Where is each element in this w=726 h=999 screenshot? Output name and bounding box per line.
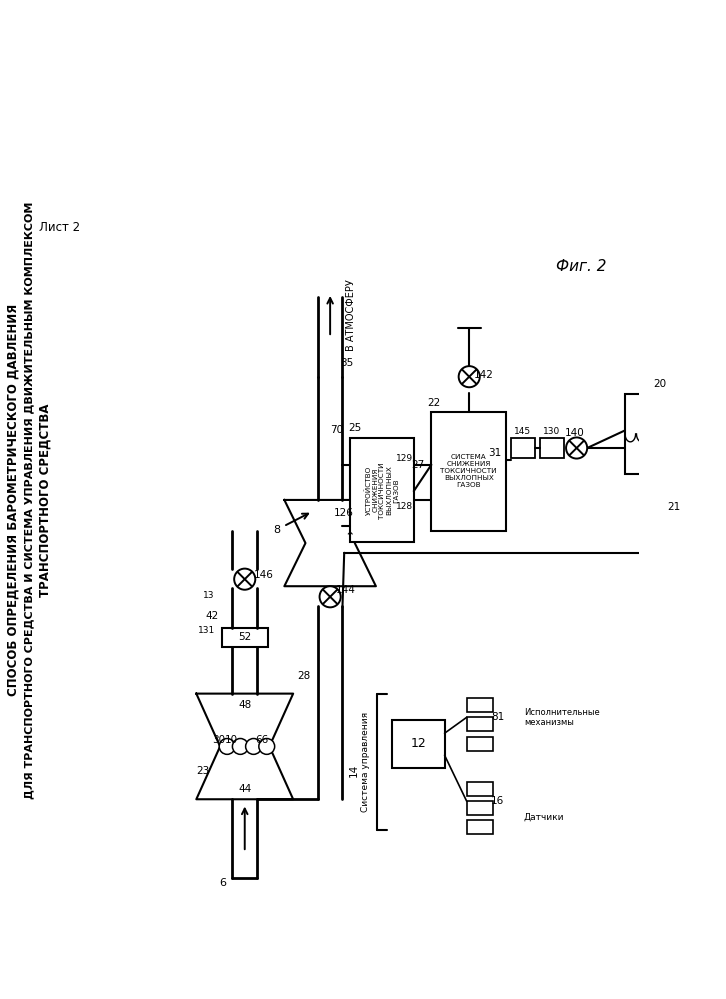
Text: 8: 8 — [273, 524, 280, 534]
Text: 25: 25 — [348, 423, 362, 433]
Text: 145: 145 — [514, 427, 531, 436]
Text: Датчики: Датчики — [523, 812, 564, 821]
Text: ДЛЯ ТРАНСПОРТНОГО СРЕДСТВА И СИСТЕМА УПРАВЛЕНИЯ ДВИЖИТЕЛЬНЫМ КОМПЛЕКСОМ: ДЛЯ ТРАНСПОРТНОГО СРЕДСТВА И СИСТЕМА УПР… — [24, 201, 34, 798]
Bar — [467, 781, 493, 796]
Polygon shape — [653, 500, 667, 512]
Text: 128: 128 — [396, 502, 414, 511]
Text: 28: 28 — [298, 671, 311, 681]
Circle shape — [459, 366, 480, 388]
Text: Фиг. 2: Фиг. 2 — [556, 259, 606, 274]
Text: 30: 30 — [212, 735, 225, 745]
Text: УСТРОЙСТВО
СНИЖЕНИЯ
ТОКСИЧНОСТИ
ВЫХЛОПНЫХ
ГАЗОВ: УСТРОЙСТВО СНИЖЕНИЯ ТОКСИЧНОСТИ ВЫХЛОПНЫ… — [364, 462, 399, 518]
Text: 22: 22 — [428, 399, 441, 409]
Text: ТРАНСПОРТНОГО СРЕДСТВА: ТРАНСПОРТНОГО СРЕДСТВА — [38, 404, 52, 596]
Circle shape — [319, 586, 340, 607]
Bar — [467, 698, 493, 712]
Bar — [467, 717, 493, 731]
Text: 81: 81 — [491, 712, 504, 722]
Text: 44: 44 — [238, 783, 251, 793]
Circle shape — [259, 738, 274, 754]
Circle shape — [651, 499, 669, 515]
Text: 131: 131 — [197, 625, 215, 634]
Text: 27: 27 — [411, 460, 424, 470]
Bar — [510, 439, 535, 458]
Bar — [467, 801, 493, 815]
Circle shape — [232, 738, 248, 754]
Bar — [431, 412, 506, 530]
Bar — [467, 736, 493, 751]
Text: 146: 146 — [254, 569, 274, 579]
Text: 13: 13 — [203, 590, 215, 599]
Text: Система управления: Система управления — [361, 711, 370, 812]
Text: 16: 16 — [491, 796, 504, 806]
Text: В АТМОСФЕРУ: В АТМОСФЕРУ — [346, 279, 356, 351]
Text: 130: 130 — [543, 427, 560, 436]
Bar — [222, 627, 268, 647]
Text: 66: 66 — [256, 735, 269, 745]
Text: 70: 70 — [330, 425, 343, 435]
Bar — [392, 720, 444, 768]
Circle shape — [566, 438, 587, 459]
Text: СИСТЕМА
СНИЖЕНИЯ
ТОКСИЧНОСТИ
ВЫХЛОПНЫХ
ГАЗОВ: СИСТЕМА СНИЖЕНИЯ ТОКСИЧНОСТИ ВЫХЛОПНЫХ Г… — [441, 455, 497, 489]
Text: 48: 48 — [238, 700, 251, 710]
Circle shape — [234, 568, 256, 589]
Bar — [467, 820, 493, 834]
Circle shape — [219, 738, 235, 754]
Bar — [351, 439, 414, 542]
Text: 6: 6 — [219, 878, 227, 888]
Bar — [539, 439, 564, 458]
Text: 42: 42 — [205, 611, 219, 621]
Text: 10: 10 — [225, 735, 238, 745]
Text: 129: 129 — [396, 455, 414, 464]
Text: Лист 2: Лист 2 — [39, 221, 81, 234]
Text: 144: 144 — [336, 584, 356, 594]
Text: 35: 35 — [340, 359, 354, 369]
Text: ↑: ↑ — [344, 531, 355, 544]
Text: 52: 52 — [238, 632, 251, 642]
Text: 21: 21 — [668, 501, 681, 511]
Text: 31: 31 — [489, 449, 502, 459]
Text: СПОСОБ ОПРЕДЕЛЕНИЯ БАРОМЕТРИЧЕСКОГО ДАВЛЕНИЯ: СПОСОБ ОПРЕДЕЛЕНИЯ БАРОМЕТРИЧЕСКОГО ДАВЛ… — [7, 304, 20, 696]
Text: 14: 14 — [349, 764, 359, 777]
Text: 20: 20 — [653, 379, 666, 389]
Bar — [625, 395, 696, 474]
Text: 140: 140 — [565, 428, 584, 438]
Text: 12: 12 — [410, 737, 426, 750]
Text: 142: 142 — [474, 370, 494, 380]
Text: 126: 126 — [333, 508, 354, 518]
Text: 23: 23 — [196, 766, 210, 776]
Text: Исполнительные
механизмы: Исполнительные механизмы — [523, 707, 600, 727]
Circle shape — [245, 738, 261, 754]
